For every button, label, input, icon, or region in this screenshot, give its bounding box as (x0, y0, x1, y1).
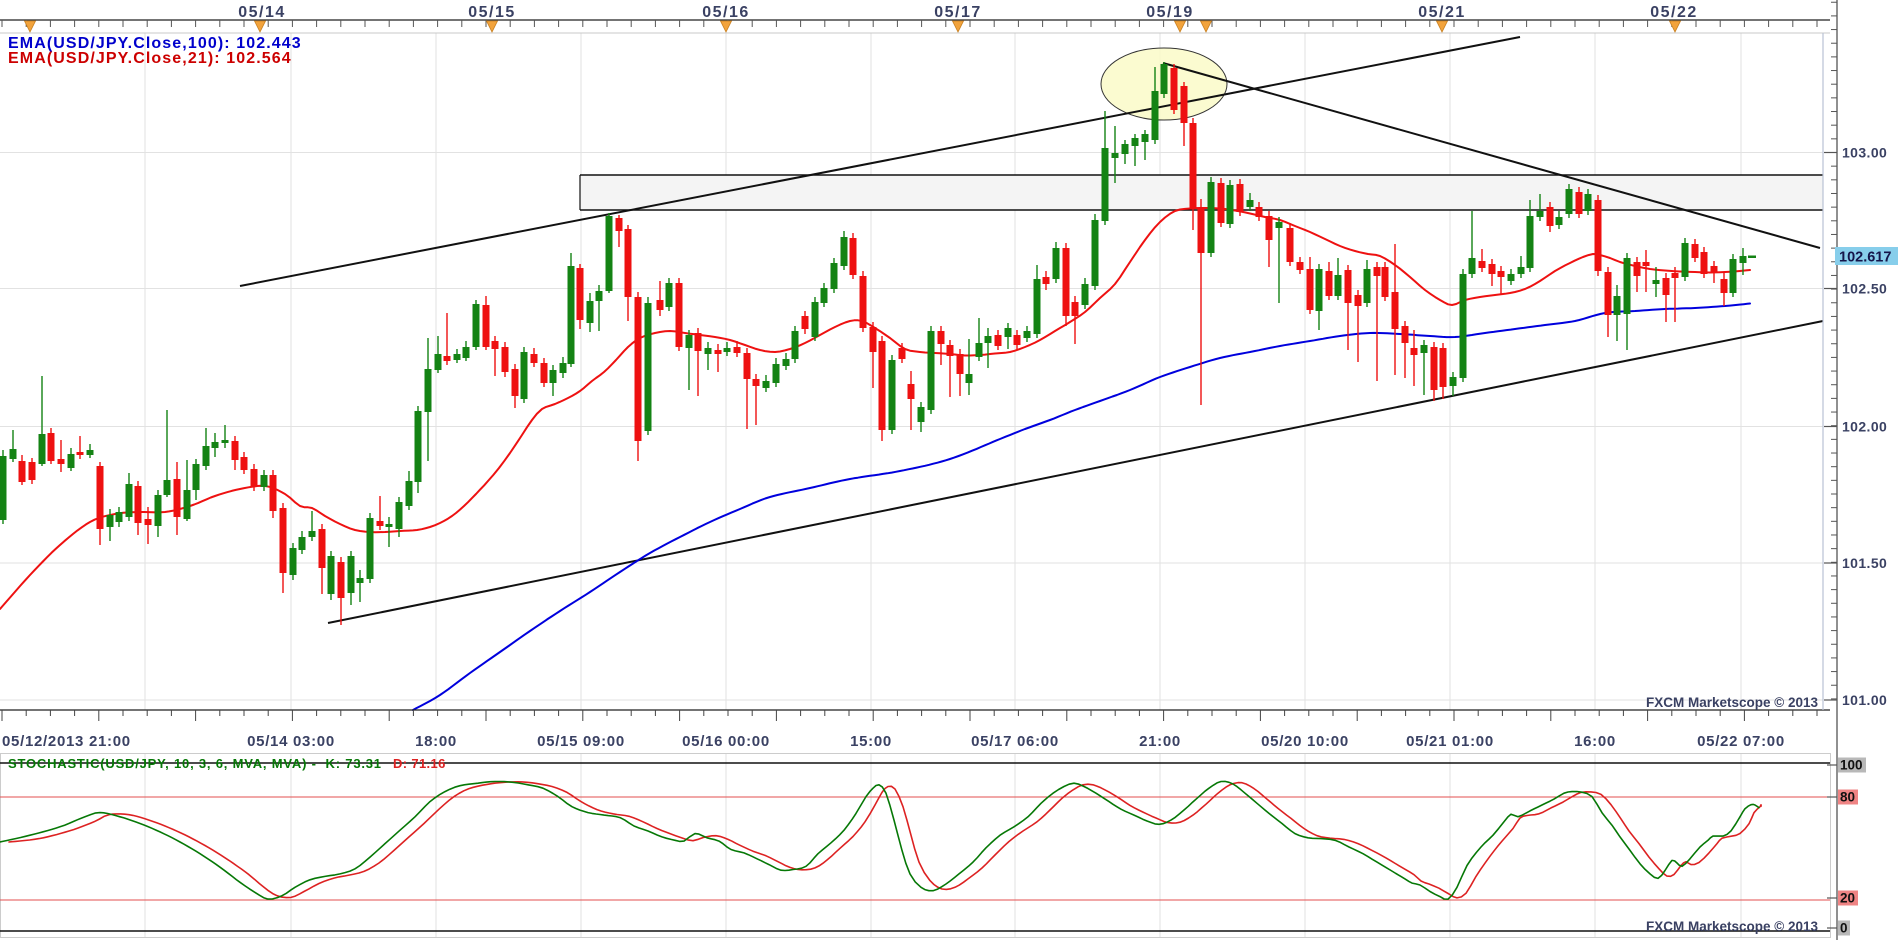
svg-text:05/21: 05/21 (1418, 4, 1466, 21)
svg-text:STOCHASTIC(USD/JPY, 10, 3, 6,: STOCHASTIC(USD/JPY, 10, 3, 6, MVA, MVA) … (8, 756, 382, 771)
svg-text:101.00: 101.00 (1842, 692, 1887, 708)
svg-text:05/17: 05/17 (934, 4, 982, 21)
svg-text:D: 71.16: D: 71.16 (393, 756, 446, 771)
svg-text:FXCM Marketscope © 2013: FXCM Marketscope © 2013 (1646, 919, 1819, 934)
svg-text:FXCM Marketscope © 2013: FXCM Marketscope © 2013 (1646, 695, 1819, 710)
svg-text:15:00: 15:00 (850, 733, 892, 750)
svg-text:05/20 10:00: 05/20 10:00 (1261, 733, 1349, 750)
svg-text:102.617: 102.617 (1839, 250, 1891, 266)
svg-text:05/17 06:00: 05/17 06:00 (971, 733, 1059, 750)
svg-text:05/19: 05/19 (1146, 4, 1194, 21)
svg-text:100: 100 (1840, 758, 1863, 773)
svg-text:18:00: 18:00 (415, 733, 457, 750)
svg-text:05/21 01:00: 05/21 01:00 (1406, 733, 1494, 750)
svg-text:05/12/2013 21:00: 05/12/2013 21:00 (2, 733, 131, 750)
svg-text:05/15 09:00: 05/15 09:00 (537, 733, 625, 750)
svg-text:05/22 07:00: 05/22 07:00 (1697, 733, 1785, 750)
svg-text:21:00: 21:00 (1139, 733, 1181, 750)
svg-text:05/22: 05/22 (1650, 4, 1698, 21)
svg-text:05/16 00:00: 05/16 00:00 (682, 733, 770, 750)
svg-text:EMA(USD/JPY.Close,100): 102.44: EMA(USD/JPY.Close,100): 102.443 (8, 35, 302, 52)
svg-text:103.00: 103.00 (1842, 145, 1887, 161)
svg-text:EMA(USD/JPY.Close,21): 102.564: EMA(USD/JPY.Close,21): 102.564 (8, 50, 292, 67)
svg-text:80: 80 (1840, 790, 1855, 805)
svg-text:05/14 03:00: 05/14 03:00 (247, 733, 335, 750)
svg-text:05/14: 05/14 (238, 4, 286, 21)
svg-text:05/15: 05/15 (468, 4, 516, 21)
svg-text:102.50: 102.50 (1842, 281, 1887, 297)
svg-text:101.50: 101.50 (1842, 555, 1887, 571)
svg-text:16:00: 16:00 (1574, 733, 1616, 750)
svg-text:05/16: 05/16 (702, 4, 750, 21)
svg-text:20: 20 (1840, 891, 1855, 906)
svg-text:102.00: 102.00 (1842, 419, 1887, 435)
svg-text:0: 0 (1840, 921, 1848, 936)
